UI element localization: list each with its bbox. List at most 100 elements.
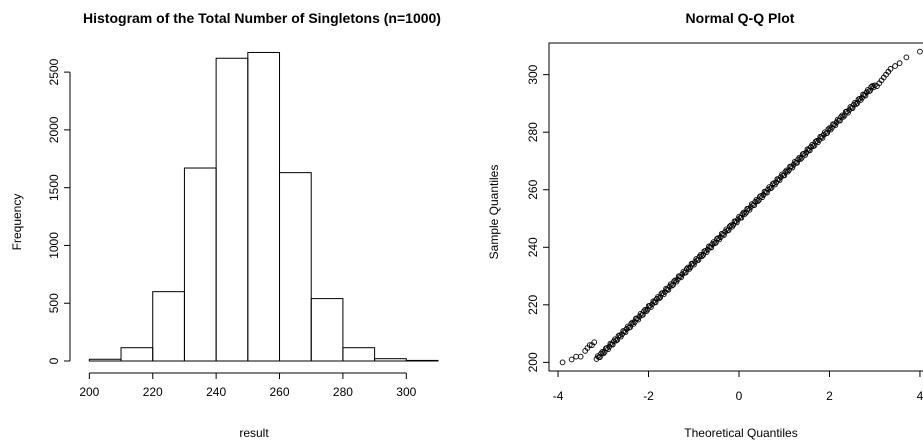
qq-point — [766, 184, 773, 190]
qq-point — [892, 63, 898, 69]
qq-point — [672, 277, 679, 284]
qq-point — [695, 257, 702, 263]
qq-point — [665, 286, 672, 293]
qq-point — [671, 278, 678, 285]
qq-point — [794, 160, 800, 166]
qq-y-axis-label: Sample Quantiles — [487, 165, 501, 260]
qq-plot-panel: Normal Q-Q Plot Theoretical Quantiles Sa… — [487, 10, 923, 440]
qq-point — [670, 282, 676, 288]
qq-y-tick-label: 300 — [526, 64, 540, 84]
qq-point — [784, 168, 791, 175]
qq-point — [837, 117, 843, 124]
histogram-bar — [374, 358, 407, 362]
qq-point — [806, 147, 813, 154]
qq-point — [627, 324, 633, 331]
qq-point — [733, 219, 740, 226]
histogram-y-tick-label: 500 — [47, 293, 61, 313]
qq-point — [864, 87, 871, 93]
qq-point — [740, 209, 747, 216]
qq-point — [615, 333, 622, 339]
qq-point — [746, 206, 753, 213]
qq-point — [614, 336, 621, 343]
qq-point — [629, 319, 636, 326]
qq-point — [789, 164, 796, 171]
qq-point — [809, 142, 815, 148]
histogram-y-tick-label: 2500 — [47, 58, 61, 85]
qq-point — [612, 336, 618, 343]
histogram-x-axis: 200 220 240 260 280 300 — [79, 372, 417, 399]
qq-point — [708, 244, 715, 251]
qq-point — [657, 294, 664, 301]
qq-point — [781, 172, 788, 179]
histogram-bar — [152, 291, 185, 362]
qq-point — [656, 295, 662, 302]
qq-point — [839, 112, 846, 119]
qq-point — [739, 211, 746, 217]
qq-point — [697, 251, 704, 258]
qq-point — [599, 349, 606, 355]
qq-point — [686, 266, 693, 272]
qq-point — [751, 202, 758, 209]
qq-point — [887, 66, 894, 72]
qq-point — [652, 299, 659, 306]
qq-point — [782, 168, 789, 175]
qq-point — [635, 316, 642, 323]
qq-point — [682, 269, 689, 276]
qq-point — [849, 105, 856, 111]
qq-point — [819, 135, 826, 141]
qq-points — [559, 48, 923, 366]
qq-point — [577, 353, 584, 360]
qq-y-tick-label: 280 — [526, 122, 540, 142]
qq-point — [742, 211, 748, 217]
qq-point — [754, 198, 761, 205]
qq-point — [721, 232, 727, 238]
qq-x-tick-label: 0 — [736, 389, 743, 403]
histogram-bar — [279, 172, 312, 362]
qq-point — [840, 113, 847, 120]
histogram-bar — [247, 51, 281, 362]
qq-point — [559, 359, 566, 366]
qq-x-tick-label: -2 — [643, 389, 654, 403]
qq-point — [685, 264, 691, 271]
qq-point — [853, 101, 860, 107]
qq-point — [796, 154, 803, 161]
qq-point — [903, 54, 910, 61]
qq-point — [609, 341, 616, 348]
qq-point — [769, 181, 776, 187]
qq-point — [678, 274, 684, 281]
histogram-x-tick-label: 300 — [396, 385, 416, 399]
histogram-x-tick-label: 220 — [143, 385, 163, 399]
qq-point — [826, 125, 833, 131]
qq-x-axis: -4 -2 0 2 4 — [553, 370, 923, 403]
histogram-y-axis: 0 500 1000 1500 2000 2500 — [47, 58, 71, 364]
qq-point — [768, 184, 775, 191]
histogram-panel: Histogram of the Total Number of Singlet… — [10, 10, 441, 440]
qq-point — [641, 308, 647, 315]
histogram-y-tick-label: 1000 — [47, 232, 61, 259]
qq-point — [896, 60, 903, 66]
qq-title: Normal Q-Q Plot — [686, 10, 795, 26]
qq-point — [776, 177, 783, 184]
histogram-bar — [215, 57, 249, 362]
histogram-y-tick-label: 2000 — [47, 116, 61, 143]
histogram-y-tick-label: 0 — [47, 357, 61, 364]
qq-point — [825, 126, 832, 133]
qq-point — [868, 84, 875, 90]
qq-point — [753, 196, 760, 203]
qq-x-tick-label: 2 — [826, 389, 833, 403]
qq-point — [600, 350, 607, 357]
qq-y-axis: 200 220 240 260 280 300 — [526, 64, 549, 372]
qq-point — [810, 143, 817, 150]
qq-point — [628, 320, 635, 327]
qq-point — [725, 227, 732, 233]
histogram-bar — [405, 359, 439, 362]
qq-point — [811, 142, 818, 149]
qq-point — [764, 189, 770, 196]
qq-point — [755, 197, 762, 204]
histogram-x-tick-label: 240 — [206, 385, 226, 399]
qq-point — [700, 252, 706, 258]
histogram-y-tick-label: 1500 — [47, 174, 61, 201]
qq-y-tick-label: 240 — [526, 237, 540, 257]
histogram-y-axis-label: Frequency — [10, 194, 24, 251]
